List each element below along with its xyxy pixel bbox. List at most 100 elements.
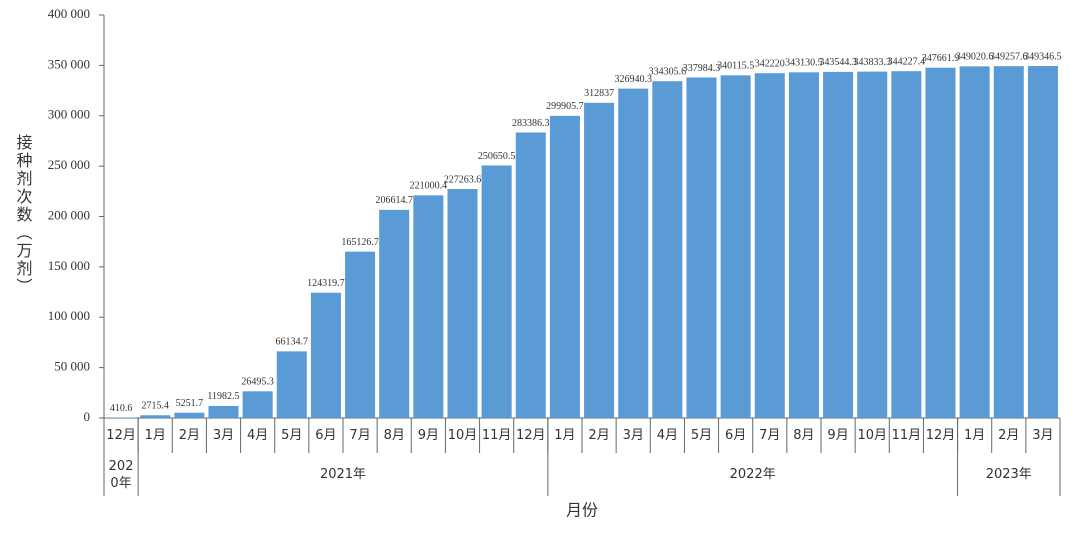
group-label: 2020年: [108, 458, 134, 491]
x-tick-label: 12月: [926, 428, 956, 443]
x-tick-label: 12月: [516, 428, 546, 443]
x-tick-label: 5月: [691, 428, 712, 443]
bar: [242, 391, 273, 418]
value-label: 337984.3: [683, 63, 721, 74]
bar: [310, 292, 341, 418]
x-tick-label: 3月: [213, 428, 234, 443]
value-label: 410.6: [110, 403, 133, 414]
bar: [515, 132, 546, 419]
group-label-box: 2023年: [985, 467, 1032, 482]
group-label-box: 2021年: [319, 467, 367, 482]
bar: [379, 209, 410, 418]
x-tick-label: 5月: [281, 428, 302, 443]
x-tick-label: 6月: [315, 428, 336, 443]
bar: [993, 66, 1024, 418]
value-label: 227263.6: [444, 174, 482, 185]
value-label: 165126.7: [341, 237, 379, 248]
x-tick-label: 10月: [448, 428, 478, 443]
value-label: 312837: [584, 88, 614, 99]
bar: [208, 405, 239, 418]
value-label: 349020.6: [956, 52, 994, 63]
bar: [959, 66, 990, 418]
x-tick-label: 3月: [623, 428, 644, 443]
value-label: 326940.3: [614, 74, 652, 85]
x-tick-label: 1月: [554, 428, 575, 443]
bar: [618, 88, 649, 418]
x-tick-label: 8月: [384, 428, 405, 443]
bar: [891, 71, 922, 419]
bar: [413, 195, 444, 418]
x-tick-label: 8月: [793, 428, 814, 443]
x-tick-label: 6月: [725, 428, 746, 443]
bar: [345, 251, 376, 418]
value-label: 2715.4: [141, 401, 169, 412]
x-tick-label: 9月: [827, 428, 848, 443]
y-tick-label: 300 000: [48, 107, 90, 122]
x-axis-label: 月份: [566, 501, 598, 520]
bar: [584, 102, 615, 419]
value-label: 343833.3: [853, 57, 891, 68]
x-tick-label: 4月: [657, 428, 678, 443]
group-label-box: 2022年: [729, 467, 776, 482]
bar: [276, 351, 307, 418]
value-label: 5251.7: [176, 398, 204, 409]
y-tick-label: 200 000: [48, 207, 90, 222]
bar: [686, 77, 717, 418]
group-label: 2021年: [319, 467, 367, 482]
bar: [857, 71, 888, 418]
y-tick-label: 50 000: [54, 359, 90, 374]
value-label: 340115.5: [717, 61, 754, 72]
y-tick-label: 350 000: [48, 56, 90, 71]
value-label: 283386.3: [512, 118, 550, 129]
value-label: 349257.6: [990, 51, 1028, 62]
x-tick-label: 2月: [998, 428, 1019, 443]
value-label: 349346.5: [1024, 51, 1062, 62]
bar: [481, 165, 512, 418]
y-tick-label: 400 000: [48, 6, 90, 21]
bar: [754, 73, 785, 418]
value-label: 206614.7: [375, 195, 413, 206]
x-tick-label: 11月: [892, 428, 922, 443]
y-tick-label: 250 000: [48, 157, 90, 172]
x-tick-label: 7月: [349, 428, 370, 443]
value-label: 343544.3: [819, 57, 857, 68]
bar: [140, 415, 171, 418]
group-label: 2023年: [985, 467, 1032, 482]
x-tick-label: 4月: [247, 428, 268, 443]
x-tick-label: 2月: [179, 428, 200, 443]
bar: [720, 75, 751, 419]
x-tick-label: 1月: [964, 428, 985, 443]
bar: [652, 81, 683, 419]
y-axis-label: 接种剂次数（万剂）: [14, 134, 33, 296]
value-label: 344227.4: [888, 56, 926, 67]
x-tick-label: 10月: [857, 428, 887, 443]
bar: [549, 115, 580, 419]
x-tick-label: 2月: [588, 428, 609, 443]
bar: [1027, 66, 1058, 419]
value-label: 26495.3: [241, 377, 274, 388]
x-tick-label: 12月: [106, 428, 136, 443]
value-label: 343130.5: [785, 58, 823, 69]
bar: [788, 72, 819, 418]
bar: [823, 71, 854, 418]
value-label: 299905.7: [546, 101, 584, 112]
value-label: 342220: [755, 59, 785, 70]
value-label: 221000.4: [410, 181, 448, 192]
bar: [174, 412, 205, 418]
bar: [447, 189, 478, 418]
bar: [925, 67, 956, 418]
x-tick-label: 9月: [418, 428, 439, 443]
group-label: 2022年: [729, 467, 776, 482]
x-tick-label: 1月: [145, 428, 166, 443]
value-label: 347661.9: [922, 53, 960, 64]
group-label-box: 2020年: [108, 458, 134, 491]
value-label: 124319.7: [307, 278, 345, 289]
value-label: 66134.7: [276, 337, 309, 348]
x-tick-label: 3月: [1032, 428, 1053, 443]
y-tick-label: 150 000: [48, 258, 90, 273]
x-tick-label: 7月: [759, 428, 780, 443]
y-tick-label: 100 000: [48, 308, 90, 323]
value-label: 250650.5: [478, 151, 516, 162]
